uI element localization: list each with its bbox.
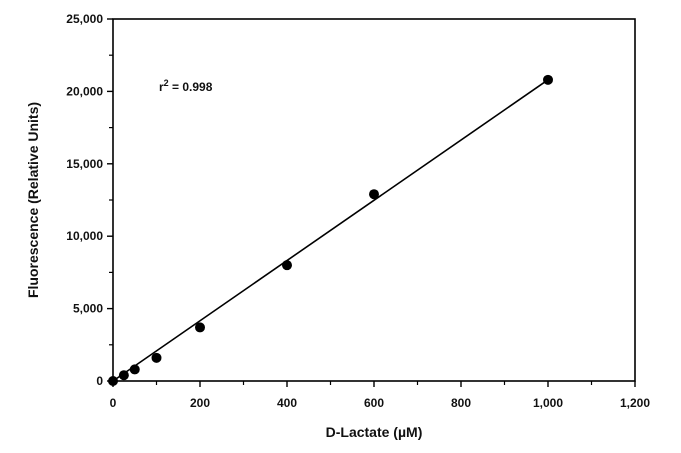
r-squared-base: r <box>159 80 164 94</box>
r-squared-value: = 0.998 <box>169 80 213 94</box>
data-point-0-2 <box>129 364 140 375</box>
x-tick-label-1: 200 <box>190 396 210 410</box>
fit-line <box>112 79 549 382</box>
x-axis-title: D-Lactate (µM) <box>326 424 423 440</box>
y-tick-label-2: 10,000 <box>66 229 103 243</box>
data-point-0-5 <box>282 260 292 271</box>
x-tick-label-2: 400 <box>277 396 297 410</box>
r-squared-annotation: r2 = 0.998 <box>159 78 213 94</box>
y-tick-label-3: 15,000 <box>66 157 103 171</box>
x-tick-label-6: 1,200 <box>620 396 650 410</box>
r-squared-superscript: 2 <box>164 78 169 88</box>
data-point-0-3 <box>151 352 162 363</box>
ticks-layer: 0 200 400 600 800 1,000 1,200 0 5,000 10,000 15,00… <box>66 12 650 410</box>
x-tick-label-3: 600 <box>364 396 384 410</box>
data-point-0-1 <box>118 370 129 381</box>
data-point-0-7 <box>543 74 553 85</box>
y-tick-label-5: 25,000 <box>66 12 103 26</box>
y-axis-title: Fluorescence (Relative Units) <box>25 102 41 298</box>
y-tick-label-0: 0 <box>96 374 103 388</box>
y-tick-label-1: 5,000 <box>73 302 103 316</box>
data-point-0-6 <box>369 189 379 200</box>
x-tick-label-0: 0 <box>110 396 117 410</box>
plot-frame <box>112 18 636 382</box>
x-tick-label-4: 800 <box>451 396 471 410</box>
x-tick-label-5: 1,000 <box>533 396 563 410</box>
data-point-0-4 <box>195 322 205 333</box>
y-tick-label-4: 20,000 <box>66 84 103 98</box>
plot-layer <box>108 74 553 386</box>
